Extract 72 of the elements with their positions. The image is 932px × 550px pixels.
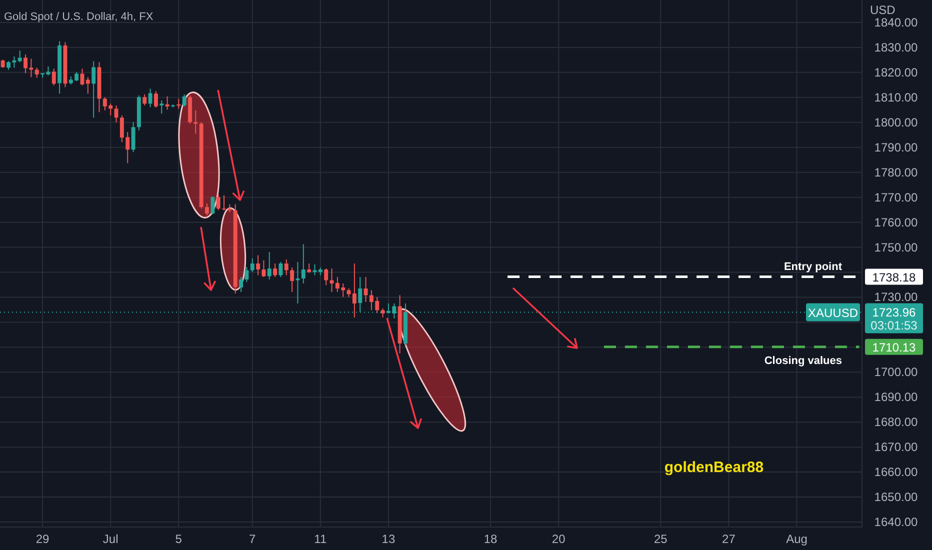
candlestick <box>182 94 186 107</box>
candlestick <box>52 68 56 86</box>
x-tick-label: 11 <box>314 532 327 546</box>
candlestick <box>330 268 334 292</box>
candlestick <box>160 100 164 114</box>
candlestick <box>154 90 158 108</box>
y-axis-title: USD <box>870 3 896 17</box>
x-tick-label: 20 <box>552 532 566 546</box>
candlestick <box>148 88 152 108</box>
ref-line-label: XAUUSD <box>808 306 858 320</box>
y-tick-label: 1680.00 <box>874 415 918 430</box>
x-tick-label: 29 <box>36 532 50 546</box>
candlestick <box>244 266 249 282</box>
candlestick <box>324 268 328 286</box>
x-tick-label: Aug <box>786 532 808 546</box>
y-tick-label: 1800.00 <box>874 115 918 130</box>
candlestick <box>278 262 283 278</box>
candlestick <box>262 260 266 278</box>
candlestick <box>312 264 317 276</box>
y-tick-label: 1810.00 <box>874 90 918 104</box>
candlestick <box>290 266 294 292</box>
data-label: 1710.13 <box>872 340 916 354</box>
candlestick <box>284 259 288 276</box>
candlestick <box>92 60 96 118</box>
candlestick <box>307 263 312 274</box>
text: 03:01:53 <box>870 318 918 332</box>
data-label: 1738.18 <box>872 270 916 284</box>
y-tick-label: 1830.00 <box>874 40 918 54</box>
y-tick-label: 1760.00 <box>874 215 918 230</box>
x-tick-label: 7 <box>249 532 256 546</box>
candlestick <box>142 94 147 106</box>
candlestick <box>364 276 368 302</box>
candlestick <box>250 258 254 272</box>
x-tick-label: 25 <box>654 532 668 546</box>
candlestick <box>34 67 39 78</box>
candlestick <box>239 276 244 292</box>
x-tick-label: 5 <box>175 532 182 546</box>
candlestick <box>131 122 136 153</box>
y-tick-label: 1650.00 <box>874 490 918 504</box>
candlestick <box>194 110 198 134</box>
candlestick <box>205 203 209 216</box>
y-tick-label: 1640.00 <box>874 515 918 530</box>
text: Gold Spot / U.S. Dollar, 4h, FX <box>4 11 154 23</box>
y-tick-label: 1730.00 <box>874 290 918 304</box>
candlestick <box>210 196 215 215</box>
y-tick-label: 1790.00 <box>874 140 918 154</box>
y-tick-label: 1690.00 <box>874 390 918 404</box>
candlestick <box>80 68 84 86</box>
series-label: Closing values <box>764 354 842 367</box>
y-tick-label: 1670.00 <box>874 440 918 454</box>
candlestick <box>216 194 220 211</box>
x-tick-label: 27 <box>722 532 736 546</box>
candlestick <box>301 244 306 284</box>
x-tick-label: 13 <box>382 532 396 546</box>
text: 1723.96 <box>872 305 916 320</box>
candlestick <box>165 96 170 110</box>
candlestick <box>273 263 278 278</box>
y-tick-label: 1840.00 <box>874 15 918 30</box>
x-tick-label: Jul <box>102 532 118 546</box>
y-tick-label: 1750.00 <box>874 240 918 254</box>
candlestick <box>86 76 90 94</box>
y-tick-label: 1700.00 <box>874 365 918 380</box>
x-tick-label: 18 <box>484 532 498 546</box>
annotation: goldenBear88 <box>664 459 764 476</box>
y-tick-label: 1780.00 <box>874 165 918 180</box>
candlestick <box>18 50 22 63</box>
series-label: Entry point <box>784 260 842 273</box>
y-tick-label: 1820.00 <box>874 65 918 80</box>
y-tick-label: 1660.00 <box>874 465 918 480</box>
candlestick <box>256 254 260 276</box>
candlestick <box>267 252 272 280</box>
y-tick-label: 1770.00 <box>874 190 918 204</box>
